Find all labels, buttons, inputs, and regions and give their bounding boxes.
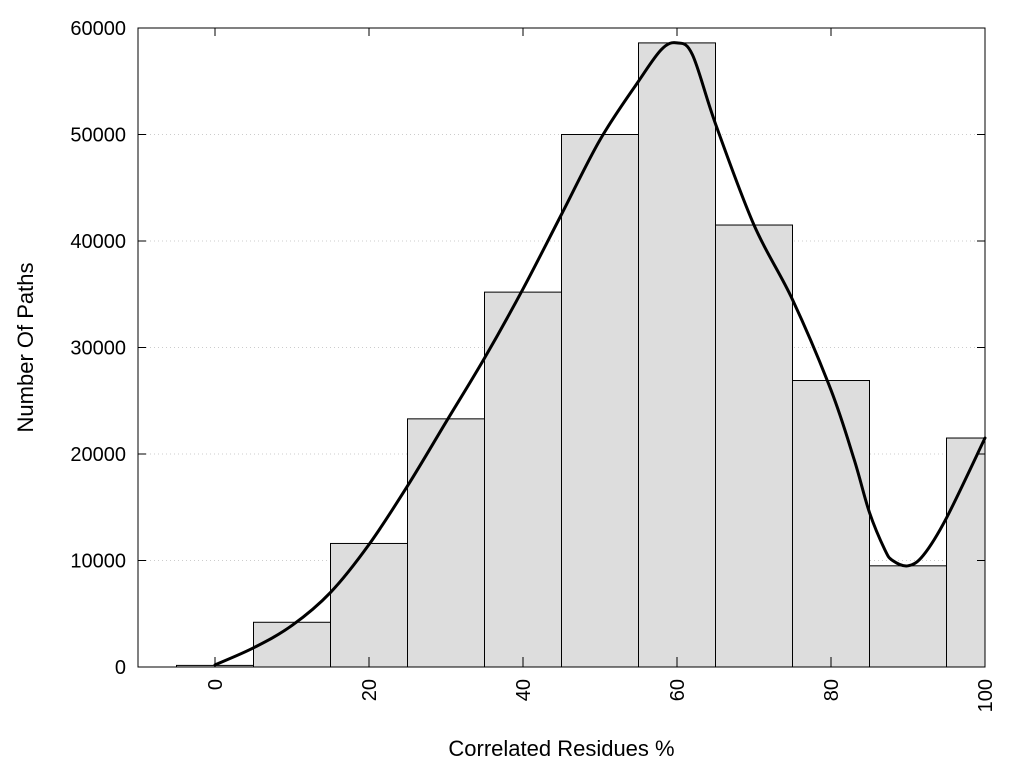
- histogram-bar: [407, 418, 485, 668]
- y-tick-label: 20000: [70, 444, 126, 466]
- y-tick-label: 60000: [70, 18, 126, 40]
- y-axis-label: Number Of Paths: [13, 263, 38, 433]
- histogram-bar: [561, 134, 639, 668]
- x-tick-label: 0: [205, 679, 227, 690]
- y-tick-label: 30000: [70, 338, 126, 360]
- x-tick-label: 40: [513, 679, 535, 701]
- y-axis-ticks: 0 10000 20000 30000 40000 50000 60000: [70, 18, 985, 679]
- x-axis-label: Correlated Residues %: [448, 736, 674, 761]
- histogram-bar: [715, 224, 793, 668]
- histogram-bar: [638, 42, 716, 668]
- x-tick-label: 80: [821, 679, 843, 701]
- x-tick-label: 100: [975, 679, 997, 712]
- histogram-bar: [946, 437, 986, 668]
- histogram-bar: [253, 621, 331, 668]
- histogram-bar: [869, 565, 947, 668]
- y-tick-label: 50000: [70, 125, 126, 147]
- x-tick-label: 20: [359, 679, 381, 701]
- y-tick-label: 0: [115, 657, 126, 679]
- histogram-bars: [176, 42, 986, 668]
- histogram-bar: [484, 291, 562, 668]
- density-curve: [213, 41, 987, 667]
- x-axis-ticks: 0 20 40 60 80 100: [205, 28, 997, 712]
- histogram-bar: [330, 542, 408, 668]
- y-tick-label: 40000: [70, 231, 126, 253]
- histogram-bar: [792, 380, 870, 668]
- y-tick-label: 10000: [70, 551, 126, 573]
- x-tick-label: 60: [667, 679, 689, 701]
